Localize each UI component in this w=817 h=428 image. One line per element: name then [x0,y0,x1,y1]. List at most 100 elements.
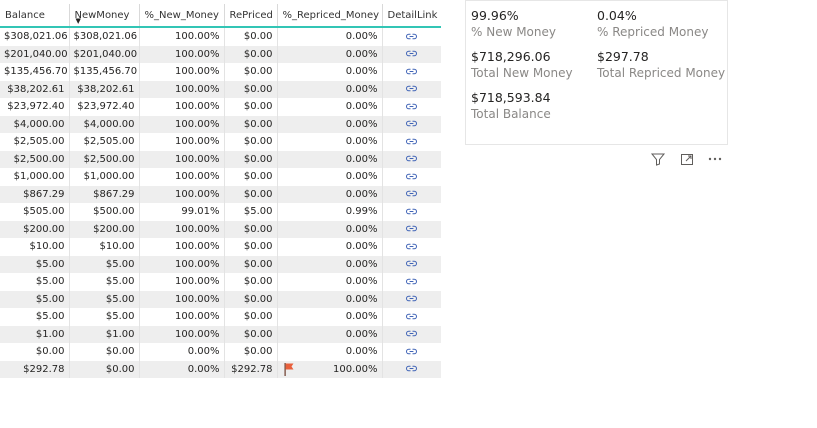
cell-detaillink[interactable] [382,150,441,168]
cell-detaillink[interactable] [382,80,441,98]
link-icon[interactable] [406,101,418,112]
cell-detaillink[interactable] [382,168,441,186]
kpi-label: % New Money [471,25,556,39]
cell-repriced: $0.00 [224,325,278,343]
cell-pct-repriced-money: 100.00% [277,360,383,378]
cell-pct-repriced-money: 0.99% [277,203,383,221]
cell-pct-repriced-money: 0.00% [277,325,383,343]
more-options-icon[interactable] [707,151,723,167]
link-icon[interactable] [406,364,418,375]
link-icon[interactable] [406,259,418,270]
table-grid: Balance NewMoney ▼ %_New_Money RePriced %… [0,4,441,378]
column-header-pct-repriced-money[interactable]: %_Repriced_Money [277,4,383,28]
link-icon[interactable] [406,346,418,357]
cell-pct-new-money: 0.00% [139,360,225,378]
link-icon[interactable] [406,206,418,217]
cell-pct-repriced-money: 0.00% [277,185,383,203]
cell-value: 0.00% [345,66,378,78]
kpi-pct-new-money: 99.96% % New Money [471,8,556,40]
table-row: $1.00 $1.00 100.00% $0.00 0.00% [0,325,441,343]
cell-value: 0.00% [345,223,378,235]
cell-detaillink[interactable] [382,115,441,133]
cell-newmoney: $1,000.00 [69,168,140,186]
cell-repriced: $0.00 [224,98,278,116]
column-header-detaillink[interactable]: DetailLink [382,4,441,28]
cell-pct-repriced-money: 0.00% [277,343,383,361]
cell-detaillink[interactable] [382,220,441,238]
cell-pct-new-money: 100.00% [139,273,225,291]
kpi-label: % Repriced Money [597,25,709,39]
cell-pct-new-money: 100.00% [139,168,225,186]
cell-balance: $1,000.00 [0,168,70,186]
cell-detaillink[interactable] [382,185,441,203]
cell-pct-new-money: 100.00% [139,185,225,203]
cell-newmoney: $200.00 [69,220,140,238]
cell-value: 100.00% [333,363,378,375]
cell-value: 0.00% [345,83,378,95]
cell-detaillink[interactable] [382,343,441,361]
cell-newmoney: $5.00 [69,308,140,326]
focus-mode-icon[interactable] [679,151,695,167]
cell-pct-new-money: 100.00% [139,115,225,133]
cell-detaillink[interactable] [382,238,441,256]
link-icon[interactable] [406,84,418,95]
link-icon[interactable] [406,154,418,165]
link-icon[interactable] [406,294,418,305]
cell-detaillink[interactable] [382,98,441,116]
cell-detaillink[interactable] [382,63,441,81]
cell-detaillink[interactable] [382,203,441,221]
cell-balance: $2,500.00 [0,150,70,168]
table-row: $5.00 $5.00 100.00% $0.00 0.00% [0,273,441,291]
cell-pct-new-money: 100.00% [139,98,225,116]
cell-balance: $23,972.40 [0,98,70,116]
cell-balance: $1.00 [0,325,70,343]
cell-pct-new-money: 100.00% [139,238,225,256]
kpi-total-new-money: $718,296.06 Total New Money [471,49,573,81]
table-row: $505.00 $500.00 99.01% $5.00 0.99% [0,203,441,221]
link-icon[interactable] [406,31,418,42]
cell-pct-repriced-money: 0.00% [277,150,383,168]
column-header-newmoney[interactable]: NewMoney ▼ [69,4,140,28]
link-icon[interactable] [406,171,418,182]
cell-detaillink[interactable] [382,325,441,343]
cell-newmoney: $500.00 [69,203,140,221]
cell-detaillink[interactable] [382,45,441,63]
column-header-repriced[interactable]: RePriced [224,4,278,28]
cell-pct-repriced-money: 0.00% [277,290,383,308]
cell-balance: $308,021.06 [0,27,70,46]
cell-balance: $201,040.00 [0,45,70,63]
cell-detaillink[interactable] [382,255,441,273]
cell-pct-repriced-money: 0.00% [277,273,383,291]
cell-newmoney: $1.00 [69,325,140,343]
kpi-value: $297.78 [597,49,649,64]
cell-newmoney: $10.00 [69,238,140,256]
link-icon[interactable] [406,49,418,60]
cell-detaillink[interactable] [382,273,441,291]
link-icon[interactable] [406,136,418,147]
column-header-pct-new-money[interactable]: %_New_Money [139,4,225,28]
cell-detaillink[interactable] [382,308,441,326]
table-row: $201,040.00 $201,040.00 100.00% $0.00 0.00% [0,45,441,63]
cell-detaillink[interactable] [382,27,441,46]
cell-pct-new-money: 100.00% [139,45,225,63]
cell-detaillink[interactable] [382,360,441,378]
cell-detaillink[interactable] [382,133,441,151]
table-row: $38,202.61 $38,202.61 100.00% $0.00 0.00% [0,80,441,98]
link-icon[interactable] [406,224,418,235]
link-icon[interactable] [406,311,418,322]
kpi-pct-repriced-money: 0.04% % Repriced Money [597,8,708,40]
link-icon[interactable] [406,66,418,77]
cell-balance: $2,505.00 [0,133,70,151]
link-icon[interactable] [406,329,418,340]
cell-balance: $5.00 [0,255,70,273]
filter-icon[interactable] [650,151,666,167]
link-icon[interactable] [406,241,418,252]
link-icon[interactable] [406,276,418,287]
link-icon[interactable] [406,119,418,130]
link-icon[interactable] [406,189,418,200]
cell-repriced: $0.00 [224,343,278,361]
cell-detaillink[interactable] [382,290,441,308]
column-header-balance[interactable]: Balance [0,4,70,28]
cell-balance: $10.00 [0,238,70,256]
cell-value: 0.00% [345,171,378,183]
